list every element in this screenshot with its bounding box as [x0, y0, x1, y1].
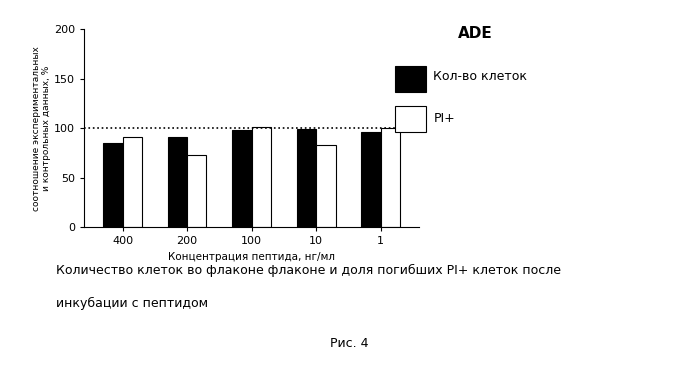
Text: ADE: ADE [458, 26, 493, 41]
Text: Количество клеток во флаконе флаконе и доля погибших PI+ клеток после: Количество клеток во флаконе флаконе и д… [56, 264, 561, 277]
Bar [168, 137, 187, 227]
Bar [297, 129, 316, 227]
Text: Кол-во клеток: Кол-во клеток [433, 70, 527, 83]
Bar [361, 132, 381, 227]
Bar [252, 127, 271, 227]
Bar [232, 130, 252, 227]
Bar [103, 143, 122, 227]
Y-axis label: соотношение экспериментальных
и контрольных данных, %: соотношение экспериментальных и контроль… [31, 46, 51, 210]
Text: Рис. 4: Рис. 4 [330, 337, 369, 350]
X-axis label: Концентрация пептида, нг/мл: Концентрация пептида, нг/мл [168, 251, 335, 261]
Text: инкубации с пептидом: инкубации с пептидом [56, 296, 208, 310]
Bar [122, 137, 142, 227]
Text: PI+: PI+ [433, 112, 455, 126]
Bar [316, 145, 336, 227]
Bar [381, 128, 400, 227]
Bar [187, 155, 206, 227]
